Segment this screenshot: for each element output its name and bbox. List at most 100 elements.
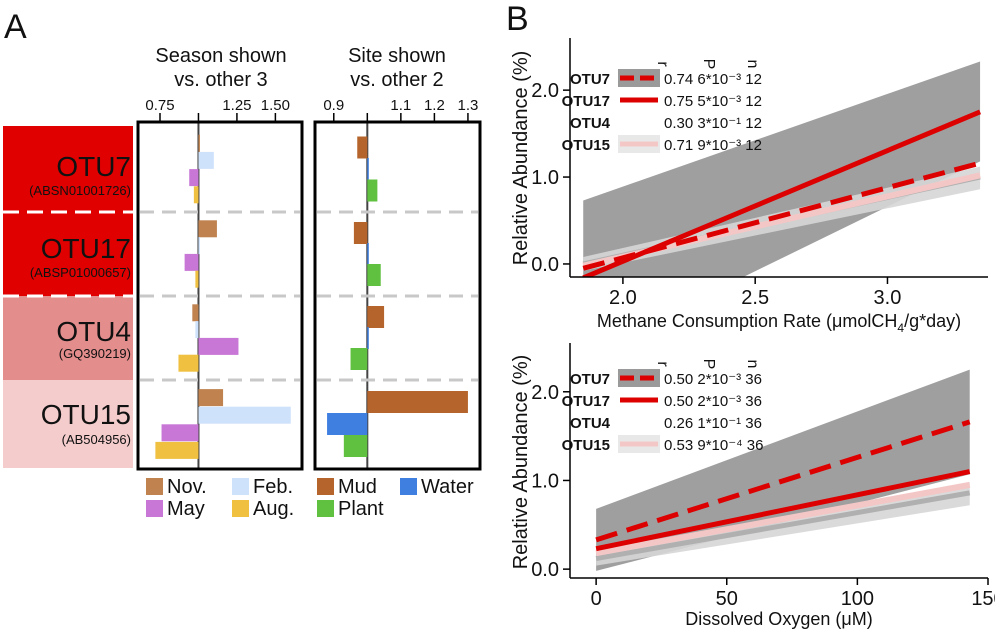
bar-nov-otu17 [198,220,217,238]
x-tick-label: 1.50 [261,97,290,114]
otu15-accession: (AB504956) [62,432,131,447]
bar-mud-otu4 [367,306,385,328]
season-chart: Season shown vs. other 3 0.75 1.25 1.50 [136,45,304,471]
legend-label: Mud [338,476,377,498]
regression-line-otu7 [595,419,971,543]
y-axis-label: Relative Abundance (%) [510,355,532,570]
legend-label: Plant [338,498,384,520]
bar-mud-otu15 [367,391,468,413]
x-tick-label: 0.75 [145,97,174,114]
bar-aug-otu7 [193,186,199,204]
bar-nov-otu15 [198,389,224,407]
x-tick-label: 3.0 [874,287,902,309]
legend-swatch [232,500,249,517]
legend-otu-name: OTU7 [570,71,610,88]
otu15-name: OTU15 [41,399,131,430]
y-tick-label: 0.0 [531,254,559,276]
x-tick-label: 2.0 [609,287,637,309]
confidence-band [583,61,981,277]
bottom-scatter-plot: 0 50 100 150 0.0 1.0 2.0 r Pn OTU7 0.50 2*10⁻³ 36 O… [510,343,995,629]
header-p: P [700,359,717,370]
regression-line-otu7 [582,160,981,271]
x-axis-label-main: Methane Consumption Rate (μmolCH [597,311,898,331]
legend-otu-name: OTU17 [562,93,610,110]
bar-mud-otu7 [357,136,368,159]
site-tick-group: 0.9 1.1 1.2 1.3 [323,97,478,121]
x-axis-label: Dissolved Oxygen (μM) [685,609,872,629]
legend-swatch [146,500,163,517]
season-bar-group [155,134,291,459]
otu17-name: OTU17 [41,233,131,264]
legend-stats: 0.50 2*10⁻³ 36 [664,393,762,410]
otu4-name: OTU4 [56,316,131,347]
bar-feb-otu15 [198,406,291,424]
bar-plant-otu15 [343,435,368,457]
bar-aug-otu4 [178,354,199,372]
header-r: r [654,61,671,67]
x-axis-label: Methane Consumption Rate (μmolCH4/g*day) [597,311,961,335]
legend-otu-name: OTU7 [570,371,610,388]
confidence-band [596,369,970,571]
x-tick-label: 150 [971,588,995,610]
otu17-box [3,212,133,296]
x-tick-label: 1.3 [458,97,479,114]
x-tick-label: 100 [841,588,874,610]
legend-label: Aug. [253,498,294,520]
regression-line-otu4 [595,490,971,561]
x-axis-label-tail: /g*day) [904,311,961,331]
legend-stats: 0.71 9*10⁻³ 12 [664,137,762,154]
bar-mud-otu17 [353,222,368,244]
x-axis-label-sub: 4 [897,321,904,335]
x-tick-label: 0 [591,588,602,610]
legend-otu-name: OTU15 [562,137,610,154]
panel-b-label: B [506,0,529,38]
bar-aug-otu17 [195,270,199,288]
bar-feb-otu4 [195,321,199,339]
legend-swatch [400,478,417,495]
legend-otu-name: OTU4 [570,115,611,132]
x-tick-label: 2.5 [741,287,769,309]
legend-stats: 0.26 1*10⁻¹ 36 [664,415,762,432]
bar-may-otu4 [198,337,239,355]
bar-aug-otu15 [155,441,199,459]
legend-swatch-bg [618,69,660,87]
bar-water-otu15 [327,413,368,435]
otu7-accession: (ABSN01001726) [29,183,131,198]
panel-a-label: A [4,8,27,46]
legend-label: Water [421,476,474,498]
otu4-accession: (GQ390219) [59,346,131,361]
bar-plant-otu17 [367,264,381,286]
site-title-line2: vs. other 2 [350,69,443,91]
legend-stats: 0.30 3*10⁻¹ 12 [664,115,762,132]
y-tick-label: 1.0 [531,167,559,189]
y-axis-label: Relative Abundance (%) [510,51,532,266]
plot-area [595,369,971,571]
legend-label: Feb. [253,476,293,498]
y-tick-label: 2.0 [531,382,559,404]
regression-line-otu17 [595,469,971,552]
bar-plant-otu7 [367,179,378,202]
bar-water-otu17 [367,243,369,265]
legend-otu-name: OTU17 [562,393,610,410]
otu7-name: OTU7 [56,151,131,182]
site-legend: Mud Water Plant [317,476,474,520]
season-title-line1: Season shown [155,45,286,67]
header-n: n [744,360,761,369]
y-tick-label: 0.0 [531,559,559,581]
otu17-accession: (ABSP01000657) [30,265,131,280]
site-chart: Site shown vs. other 2 0.9 1.1 1.2 1.3 [313,45,482,471]
bar-plant-otu4 [350,348,368,370]
season-legend: Nov. Feb. May Aug. [146,476,294,520]
legend-swatch [317,500,334,517]
y-tick-label: 2.0 [531,80,559,102]
bar-nov-otu7 [198,134,200,152]
legend-label: May [167,498,205,520]
legend-stats: 0.50 2*10⁻³ 36 [664,371,762,388]
legend-swatch [232,478,249,495]
y-tick-label: 1.0 [531,470,559,492]
x-tick-label: 1.1 [390,97,411,114]
x-tick-label: 1.25 [222,97,251,114]
legend-stats: 0.74 6*10⁻³ 12 [664,71,762,88]
